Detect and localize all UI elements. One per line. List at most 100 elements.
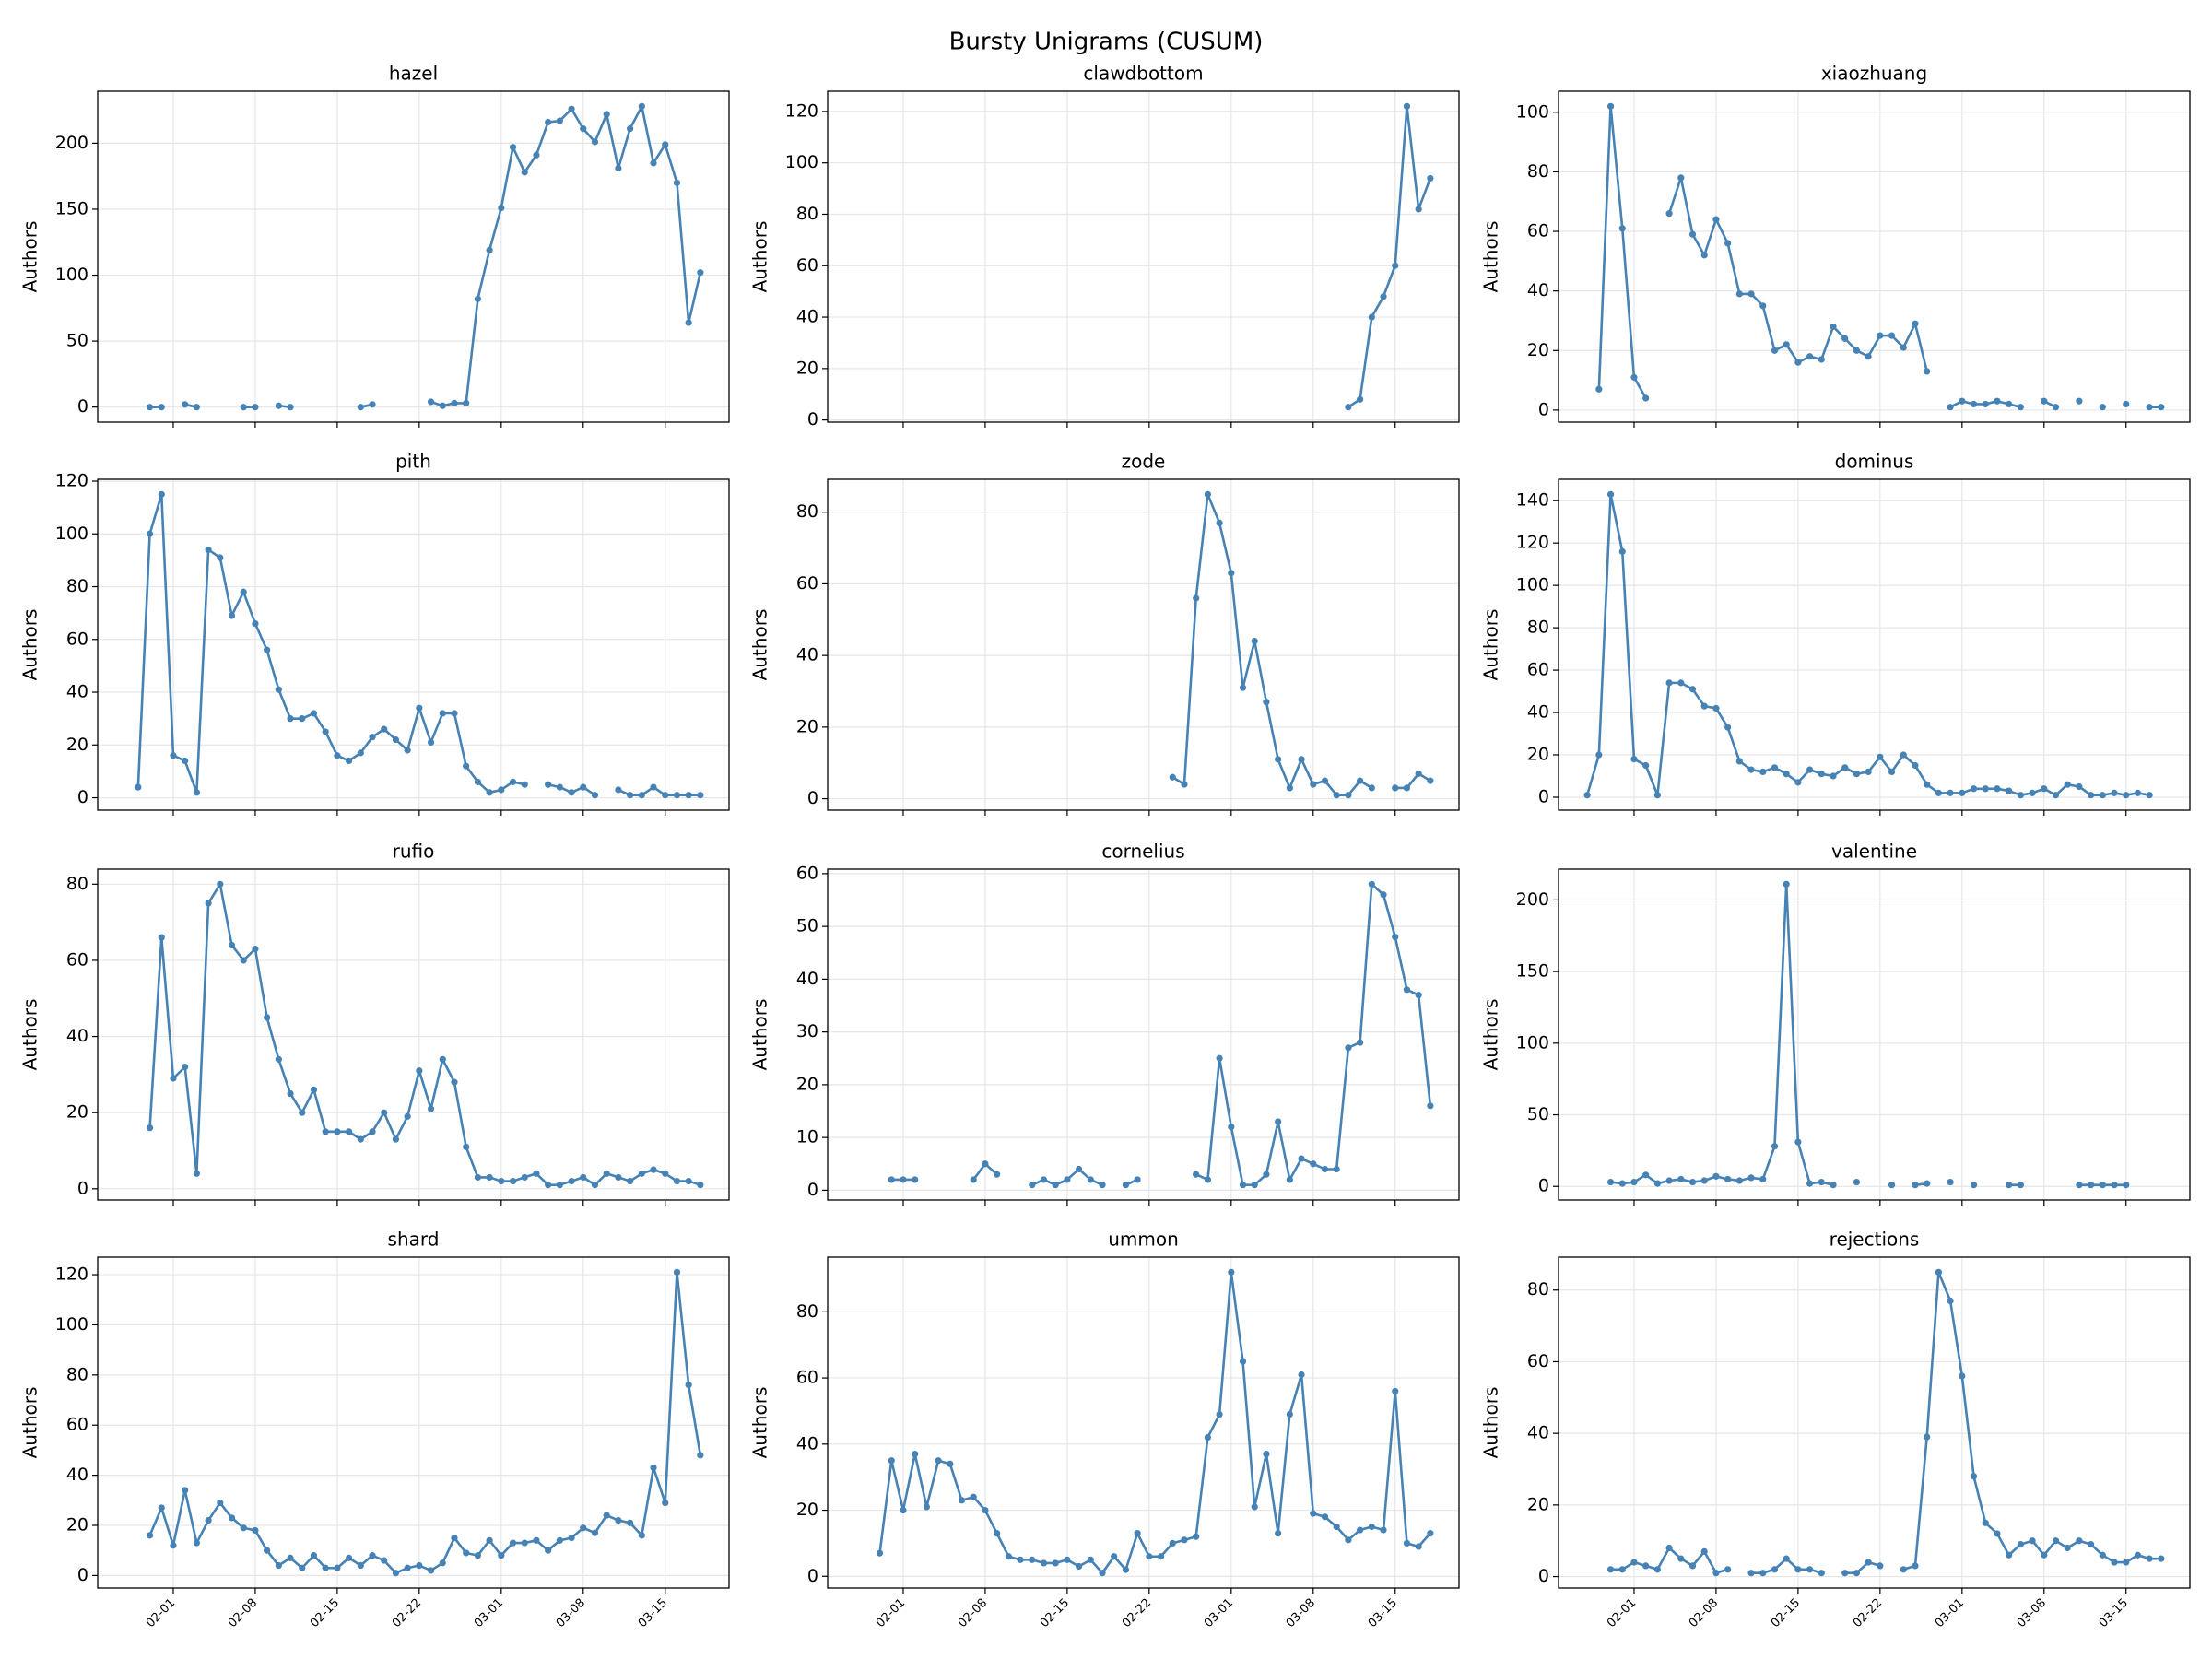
data-point xyxy=(287,715,294,723)
data-point xyxy=(1877,1562,1884,1570)
data-point xyxy=(1321,777,1329,784)
data-point xyxy=(299,715,306,723)
data-point xyxy=(685,1177,692,1185)
y-tick-label: 200 xyxy=(55,133,88,153)
data-point xyxy=(1076,1165,1083,1173)
data-point xyxy=(1841,764,1849,771)
data-point xyxy=(1853,1570,1861,1577)
y-tick-label: 60 xyxy=(66,949,88,970)
data-point xyxy=(474,1173,481,1182)
data-point xyxy=(240,404,247,411)
y-tick-label: 80 xyxy=(1527,161,1549,182)
subplot: 0 50 100 150 200 valentine Authors xyxy=(1480,841,2191,1206)
data-point xyxy=(1994,1530,2001,1537)
data-point xyxy=(1841,1570,1849,1577)
data-point xyxy=(1310,781,1317,788)
data-point xyxy=(1924,368,1931,375)
data-point xyxy=(1924,1180,1931,1187)
data-point xyxy=(1700,252,1708,259)
data-point xyxy=(1841,335,1849,342)
data-point xyxy=(1286,1410,1293,1418)
data-point xyxy=(1146,1553,1153,1560)
y-tick-label: 50 xyxy=(1527,1104,1549,1124)
data-point xyxy=(182,1064,189,1071)
data-point xyxy=(1630,1178,1638,1186)
data-point xyxy=(1368,1523,1375,1531)
y-tick-label: 20 xyxy=(796,1074,818,1094)
data-point xyxy=(685,1382,692,1389)
data-point xyxy=(299,1109,306,1116)
data-point xyxy=(1427,1102,1434,1110)
subplot-title: dominus xyxy=(1835,451,1914,473)
data-point xyxy=(533,151,540,159)
data-point xyxy=(2111,1559,2118,1566)
axes-frame xyxy=(97,1256,730,1589)
y-axis-label: Authors xyxy=(19,1387,41,1459)
data-point xyxy=(1735,1177,1743,1184)
subplot: 0 10 20 30 40 50 60 cornelius Authors xyxy=(749,841,1460,1206)
data-point xyxy=(1286,784,1293,792)
data-point xyxy=(451,399,458,406)
data-point xyxy=(1724,1175,1732,1183)
data-point xyxy=(1935,1268,1942,1276)
y-tick-label: 20 xyxy=(1527,340,1549,360)
data-point xyxy=(662,792,669,799)
y-tick-label: 30 xyxy=(796,1021,818,1041)
data-point xyxy=(2088,792,2095,799)
data-point xyxy=(439,1055,446,1063)
data-point xyxy=(1251,1182,1258,1189)
data-point xyxy=(1263,699,1270,706)
data-point xyxy=(463,1143,470,1150)
data-point xyxy=(1076,1562,1083,1571)
data-point xyxy=(498,786,505,794)
data-point xyxy=(463,762,470,770)
data-point xyxy=(217,880,224,888)
data-point xyxy=(1357,1526,1364,1534)
data-point xyxy=(2099,1551,2106,1559)
data-point xyxy=(439,710,446,717)
data-point xyxy=(627,792,634,799)
data-point xyxy=(1947,1178,1954,1186)
data-point xyxy=(1771,1143,1779,1150)
data-point xyxy=(673,1177,681,1185)
axes-frame xyxy=(827,868,1460,1201)
data-point xyxy=(439,1559,446,1567)
data-point xyxy=(1333,792,1340,799)
data-point xyxy=(638,102,645,110)
data-point xyxy=(2123,1182,2130,1189)
data-point xyxy=(1970,400,1978,408)
y-tick-label: 0 xyxy=(77,787,88,807)
data-point xyxy=(1029,1182,1036,1189)
data-point xyxy=(1275,1118,1282,1125)
data-point xyxy=(1040,1176,1048,1183)
data-point xyxy=(2064,781,2071,788)
data-point xyxy=(685,319,692,326)
data-point xyxy=(1111,1553,1118,1560)
data-point xyxy=(1712,1172,1720,1180)
data-point xyxy=(1368,784,1375,792)
data-point xyxy=(888,1176,895,1183)
data-point xyxy=(615,1516,622,1524)
data-point xyxy=(1783,1555,1790,1562)
data-point xyxy=(1771,1566,1779,1573)
data-point xyxy=(638,1532,645,1539)
y-axis-label: Authors xyxy=(1480,609,1502,681)
data-point xyxy=(1783,771,1790,778)
data-point xyxy=(1087,1556,1094,1563)
data-point xyxy=(591,1529,599,1536)
data-point xyxy=(1403,986,1411,994)
data-point xyxy=(1064,1176,1071,1183)
data-point xyxy=(1888,1182,1896,1189)
data-point xyxy=(1653,792,1661,799)
data-point xyxy=(474,1552,481,1559)
y-tick-label: 100 xyxy=(55,524,88,544)
data-point xyxy=(2029,789,2036,796)
data-point xyxy=(1606,1178,1615,1186)
y-tick-label: 100 xyxy=(55,1314,88,1335)
data-point xyxy=(1759,1175,1767,1183)
data-point xyxy=(1239,684,1247,691)
data-point xyxy=(2111,789,2118,796)
data-point xyxy=(1759,768,1767,776)
data-point xyxy=(1310,1160,1317,1168)
data-point xyxy=(1239,1182,1247,1189)
